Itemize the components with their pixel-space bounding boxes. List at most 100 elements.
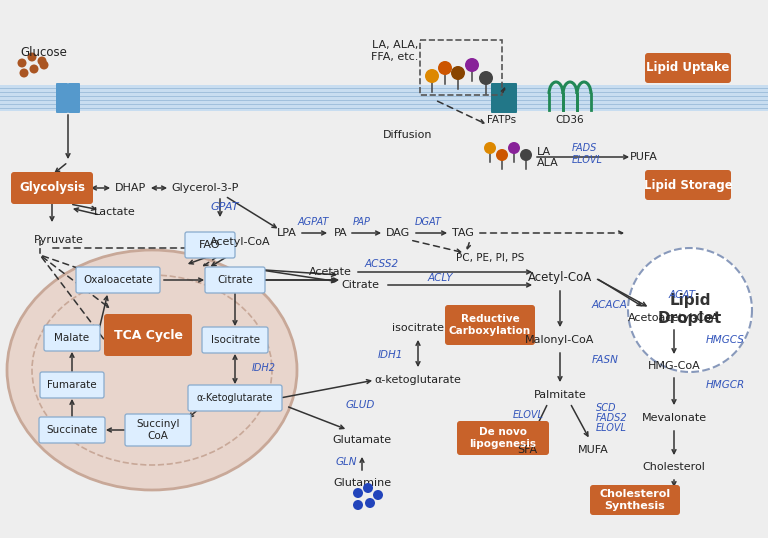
Text: FADS: FADS [572, 143, 598, 153]
FancyBboxPatch shape [185, 232, 235, 258]
Text: Acetoacetyl-CoA: Acetoacetyl-CoA [628, 313, 720, 323]
Text: PAP: PAP [353, 217, 371, 227]
Text: Glycerol-3-P: Glycerol-3-P [171, 183, 239, 193]
Text: IDH1: IDH1 [377, 350, 402, 360]
Text: α-Ketoglutarate: α-Ketoglutarate [197, 393, 273, 403]
Circle shape [425, 69, 439, 83]
FancyBboxPatch shape [188, 385, 282, 411]
Text: ACSS2: ACSS2 [365, 259, 399, 269]
Circle shape [39, 60, 48, 69]
FancyBboxPatch shape [76, 267, 160, 293]
Text: Succinyl
CoA: Succinyl CoA [136, 419, 180, 441]
Text: Isocitrate: Isocitrate [210, 335, 260, 345]
Text: Acetate: Acetate [309, 267, 352, 277]
Text: PC, PE, PI, PS: PC, PE, PI, PS [456, 253, 525, 263]
Text: α-ketoglutarate: α-ketoglutarate [375, 375, 462, 385]
Text: Glutamine: Glutamine [333, 478, 391, 488]
Text: Oxaloacetate: Oxaloacetate [83, 275, 153, 285]
Text: Diffusion: Diffusion [383, 130, 432, 140]
FancyBboxPatch shape [205, 267, 265, 293]
FancyBboxPatch shape [445, 305, 535, 345]
Text: Lactate: Lactate [94, 207, 136, 217]
Text: SFA: SFA [517, 445, 537, 455]
Polygon shape [628, 248, 752, 372]
Text: Glucose: Glucose [20, 46, 67, 60]
Text: ACAT: ACAT [668, 290, 696, 300]
FancyBboxPatch shape [11, 172, 93, 204]
Text: Pyruvate: Pyruvate [34, 235, 84, 245]
Circle shape [18, 59, 27, 67]
FancyBboxPatch shape [56, 83, 68, 113]
Text: MUFA: MUFA [578, 445, 608, 455]
FancyBboxPatch shape [503, 83, 517, 113]
Text: Lipid Storage: Lipid Storage [644, 179, 733, 192]
Text: FADS2: FADS2 [596, 413, 627, 423]
Text: Lipid: Lipid [669, 294, 710, 308]
Circle shape [38, 56, 47, 66]
FancyBboxPatch shape [645, 170, 731, 200]
Text: LA: LA [537, 147, 551, 157]
Circle shape [479, 71, 493, 85]
Circle shape [520, 149, 532, 161]
Text: TCA Cycle: TCA Cycle [114, 329, 183, 342]
Text: ELOVL: ELOVL [512, 410, 544, 420]
Text: FFA, etc.: FFA, etc. [371, 52, 419, 62]
FancyBboxPatch shape [125, 414, 191, 446]
Text: Reductive
Carboxylation: Reductive Carboxylation [449, 314, 531, 336]
Circle shape [465, 58, 479, 72]
Text: Glutamate: Glutamate [333, 435, 392, 445]
Circle shape [29, 65, 38, 74]
Text: Fumarate: Fumarate [47, 380, 97, 390]
Ellipse shape [7, 250, 297, 490]
FancyBboxPatch shape [40, 372, 104, 398]
Text: DGAT: DGAT [415, 217, 442, 227]
Text: Cholesterol
Synthesis: Cholesterol Synthesis [600, 489, 670, 511]
Circle shape [365, 498, 375, 508]
Text: ELOVL: ELOVL [596, 423, 627, 433]
FancyBboxPatch shape [491, 83, 505, 113]
FancyBboxPatch shape [39, 417, 105, 443]
Text: Malate: Malate [55, 333, 90, 343]
Text: LPA: LPA [277, 228, 297, 238]
Text: DAG: DAG [386, 228, 410, 238]
Text: Succinate: Succinate [46, 425, 98, 435]
FancyBboxPatch shape [590, 485, 680, 515]
Text: LA, ALA,: LA, ALA, [372, 40, 419, 50]
Circle shape [373, 490, 383, 500]
Text: SCD: SCD [596, 403, 617, 413]
Text: HMGCR: HMGCR [706, 380, 745, 390]
Circle shape [508, 142, 520, 154]
Text: HMGCS: HMGCS [706, 335, 745, 345]
Circle shape [438, 61, 452, 75]
Circle shape [353, 488, 363, 498]
Text: GLN: GLN [336, 457, 357, 467]
FancyBboxPatch shape [645, 53, 731, 83]
Circle shape [484, 142, 496, 154]
Text: ACLY: ACLY [427, 273, 453, 283]
Text: Mevalonate: Mevalonate [641, 413, 707, 423]
Text: CD36: CD36 [556, 115, 584, 125]
Text: FASN: FASN [592, 355, 619, 365]
Text: IDH2: IDH2 [252, 363, 276, 373]
Text: Glycolysis: Glycolysis [19, 181, 85, 195]
Text: PA: PA [334, 228, 348, 238]
Text: ELOVL: ELOVL [572, 155, 603, 165]
Text: Lipid Uptake: Lipid Uptake [647, 61, 730, 74]
FancyBboxPatch shape [457, 421, 549, 455]
Text: AGPAT: AGPAT [297, 217, 329, 227]
Text: FATPs: FATPs [488, 115, 517, 125]
Text: De novo
lipogenesis: De novo lipogenesis [469, 427, 537, 449]
Text: PUFA: PUFA [630, 152, 658, 162]
Circle shape [496, 149, 508, 161]
Circle shape [451, 66, 465, 80]
Text: ALA: ALA [537, 158, 559, 168]
Text: FAO: FAO [199, 240, 220, 250]
Text: DHAP: DHAP [114, 183, 146, 193]
Text: TAG: TAG [452, 228, 474, 238]
Text: Acetyl-CoA: Acetyl-CoA [528, 272, 592, 285]
FancyBboxPatch shape [104, 314, 192, 356]
Text: Acetyl-CoA: Acetyl-CoA [210, 237, 270, 247]
Circle shape [28, 53, 37, 61]
Text: ACACA: ACACA [592, 300, 628, 310]
FancyBboxPatch shape [44, 325, 100, 351]
